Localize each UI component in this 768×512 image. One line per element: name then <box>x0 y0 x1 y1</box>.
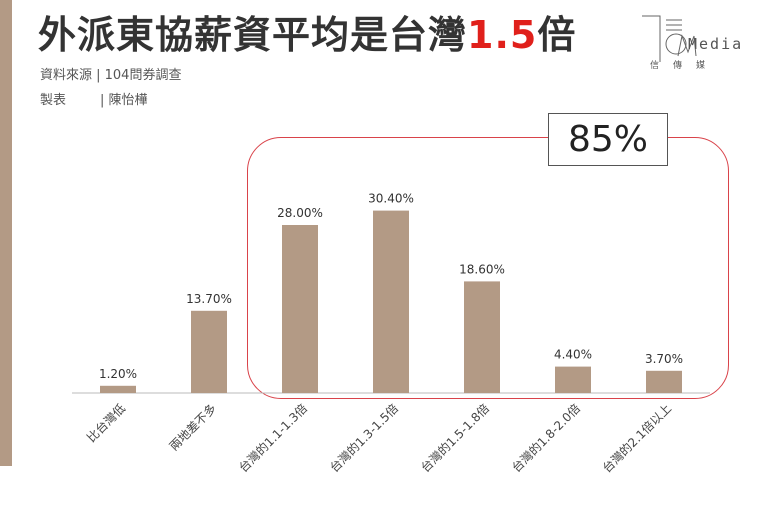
callout-value: 85% <box>548 113 668 166</box>
author-label: 製表 <box>40 93 67 108</box>
data-label: 18.60% <box>459 262 505 276</box>
title-highlight: 1.5 <box>467 13 538 57</box>
title-main: 外派東協薪資平均是台灣 <box>38 13 468 57</box>
bar <box>191 310 227 393</box>
author-name: | 陳怡樺 <box>100 93 148 108</box>
data-label: 4.40% <box>554 348 592 362</box>
highlight-frame <box>247 137 729 399</box>
bar <box>373 210 409 393</box>
decorative-strip <box>0 0 12 466</box>
data-label: 1.20% <box>99 367 137 381</box>
data-label: 28.00% <box>277 206 323 220</box>
bar <box>555 366 591 393</box>
page-title: 外派東協薪資平均是台灣1.5倍 <box>38 4 576 59</box>
logo-text: Media <box>688 35 744 53</box>
category-label: 兩地差不多 <box>167 401 219 453</box>
category-label: 台灣的1.8-2.0倍 <box>509 401 584 476</box>
data-label: 13.70% <box>186 292 232 306</box>
category-label: 比台灣低 <box>84 401 129 446</box>
logo-icon <box>642 15 697 62</box>
source-text: 資料來源 | 104問券調查 <box>40 68 182 83</box>
bar <box>464 281 500 393</box>
logo-subtext: 信傳媒 <box>650 61 720 71</box>
category-label: 台灣的1.5-1.8倍 <box>418 401 493 476</box>
category-label: 台灣的1.1-1.3倍 <box>236 401 311 476</box>
author-row: 製表 | 陳怡樺 <box>40 89 148 108</box>
data-label: 3.70% <box>645 352 683 366</box>
data-label: 30.40% <box>368 192 414 206</box>
bar <box>282 225 318 393</box>
category-label: 台灣的1.3-1.5倍 <box>327 401 402 476</box>
title-suffix: 倍 <box>537 13 577 57</box>
bar <box>100 385 136 393</box>
bar <box>646 370 682 393</box>
category-label: 台灣的2.1倍以上 <box>599 401 674 476</box>
